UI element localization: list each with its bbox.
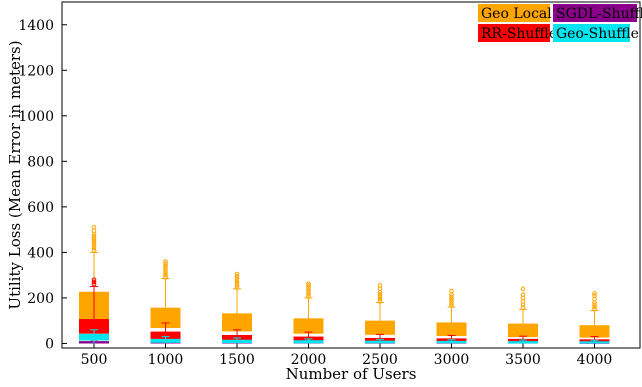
outlier-point <box>520 286 526 292</box>
outlier-point <box>306 287 311 293</box>
outlier-point <box>91 236 97 242</box>
box-geo-shuffle <box>365 338 395 344</box>
plot-frame <box>61 1 641 349</box>
box-geo-shuffle <box>436 339 467 344</box>
outlier-point <box>163 268 168 273</box>
outlier-point <box>91 238 97 244</box>
outlier-point <box>449 301 454 306</box>
outlier-point <box>91 234 97 239</box>
y-tick-label: 1000 <box>18 109 54 125</box>
box-series-group <box>79 225 610 344</box>
legend-swatch <box>553 24 630 42</box>
outlier-point <box>163 272 168 278</box>
box-geo-local <box>365 283 395 344</box>
outlier-point <box>163 275 168 280</box>
box-geo-shuffle <box>150 336 181 344</box>
x-axis-label: Number of Users <box>286 365 417 383</box>
box-geo-local <box>579 291 610 344</box>
x-axis: 500 1000 1500 2000 2500 3000 3500 4000 <box>81 343 613 368</box>
outlier-point <box>520 305 526 310</box>
outlier-point <box>592 293 597 298</box>
outlier-point <box>91 243 97 248</box>
outlier-point <box>592 302 597 308</box>
x-tick-label: 1000 <box>148 352 184 368</box>
outlier-point <box>91 225 97 230</box>
x-tick-label: 1500 <box>219 352 255 368</box>
outlier-point <box>163 259 168 264</box>
y-axis-label: Utility Loss (Mean Error in meters) <box>6 40 24 309</box>
outlier-point <box>592 304 597 310</box>
y-tick-label: 400 <box>27 245 54 261</box>
x-tick-label: 4000 <box>577 352 613 368</box>
y-tick-label: 800 <box>27 154 54 170</box>
outlier-point <box>91 277 97 283</box>
outlier-point <box>592 307 597 312</box>
x-tick-label: 2500 <box>362 352 398 368</box>
outlier-point <box>163 270 168 276</box>
outlier-point <box>163 266 168 271</box>
outlier-point <box>234 278 240 284</box>
outlier-point <box>91 240 97 246</box>
outlier-point <box>234 285 240 290</box>
outlier-point <box>306 292 311 297</box>
outlier-point <box>306 281 311 287</box>
box-rr-shuffle <box>79 277 109 344</box>
x-tick-label: 500 <box>81 352 108 368</box>
box-geo-local <box>293 281 324 344</box>
y-tick-label: 1200 <box>18 63 54 79</box>
outlier-point <box>234 271 240 277</box>
box-geo-local <box>508 286 538 344</box>
legend-label: Geo-Shuffle <box>556 26 639 42</box>
outlier-point <box>449 299 454 304</box>
box-geo-shuffle <box>79 329 109 344</box>
outlier-point <box>449 288 454 294</box>
box-geo-local <box>222 271 252 344</box>
outlier-point <box>377 299 383 304</box>
outlier-point <box>234 283 240 288</box>
box-rr-shuffle <box>150 322 181 344</box>
outlier-point <box>91 281 97 287</box>
outlier-point <box>377 292 383 297</box>
y-axis: 0 200 400 600 800 1000 1200 1400 <box>18 18 67 352</box>
legend-swatch <box>553 4 637 22</box>
box-geo-shuffle <box>579 339 610 344</box>
x-tick-label: 2000 <box>291 352 327 368</box>
y-tick-label: 0 <box>45 336 54 352</box>
outlier-point <box>377 283 383 288</box>
outlier-point <box>91 245 97 251</box>
legend-swatch <box>478 24 550 42</box>
outlier-point <box>234 273 240 279</box>
outlier-point <box>91 279 97 285</box>
outlier-point <box>306 289 311 295</box>
outlier-point <box>449 296 454 302</box>
legend-label: Geo Local <box>481 6 552 22</box>
y-tick-label: 1400 <box>18 18 54 34</box>
outlier-point <box>449 303 454 309</box>
y-tick-label: 600 <box>27 200 54 216</box>
legend-swatch <box>478 4 550 22</box>
outlier-point <box>91 247 97 253</box>
outlier-point <box>234 280 240 286</box>
box-geo-shuffle <box>222 337 252 344</box>
x-tick-label: 3500 <box>505 352 541 368</box>
outlier-point <box>163 263 168 269</box>
box-geo-shuffle <box>293 338 324 344</box>
outlier-point <box>234 276 240 281</box>
outlier-point <box>592 291 597 296</box>
outlier-point <box>377 294 383 300</box>
outlier-point <box>163 261 168 267</box>
outlier-point <box>520 292 526 297</box>
legend-label: SGDL-Shuffle <box>556 6 642 22</box>
x-tick-label: 3000 <box>434 352 470 368</box>
y-tick-label: 200 <box>27 291 54 307</box>
outlier-point <box>449 294 454 300</box>
box-geo-shuffle <box>508 339 538 344</box>
outlier-point <box>306 294 311 300</box>
outlier-point <box>306 283 311 288</box>
legend-label: RR-Shuffle <box>481 26 557 42</box>
outlier-point <box>377 296 383 302</box>
